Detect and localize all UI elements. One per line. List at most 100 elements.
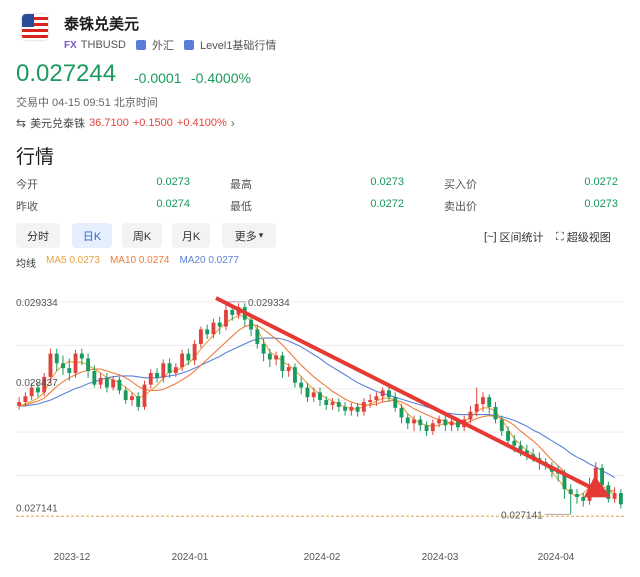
- candle-body: [274, 355, 279, 360]
- candle-body: [618, 493, 623, 505]
- tab-monthly-k[interactable]: 月K: [172, 223, 210, 248]
- level-label: Level1基础行情: [200, 40, 277, 52]
- ma-legend-label: 均线: [16, 259, 36, 270]
- candle-up: [286, 363, 291, 377]
- candle-down: [393, 392, 398, 412]
- candle-body: [136, 396, 141, 407]
- candle-body: [249, 319, 253, 330]
- candle-body: [355, 406, 360, 412]
- stat-label-open: 今开: [16, 179, 38, 191]
- candle-body: [280, 355, 285, 372]
- candle-body: [186, 353, 191, 361]
- candle-body: [286, 367, 291, 372]
- candle-body: [142, 384, 147, 407]
- super-view-label: 超级视图: [566, 232, 611, 244]
- candle-up: [430, 419, 435, 435]
- tab-daily-k[interactable]: 日K: [72, 223, 112, 248]
- candle-body: [180, 353, 185, 368]
- candle-body: [161, 363, 166, 378]
- candle-body: [430, 423, 435, 432]
- tab-more[interactable]: 更多 ▾: [222, 223, 276, 248]
- range-bracket-icon: [~]: [484, 231, 497, 243]
- candle-down: [443, 415, 448, 432]
- ma10-legend: MA10 0.0274: [109, 255, 170, 266]
- candle-down: [104, 372, 109, 393]
- candle-body: [487, 397, 492, 407]
- candlestick-chart[interactable]: 0.029334 0.028437 0.027141 2023-12 2024-01 20…: [0, 270, 640, 577]
- candle-up: [374, 392, 379, 406]
- tab-weekly-k[interactable]: 周K: [122, 223, 162, 248]
- candle-body: [581, 496, 586, 501]
- y-tick-label: 0.027141: [16, 503, 58, 514]
- candle-body: [506, 431, 510, 441]
- candle-body: [305, 387, 310, 398]
- candle-body: [412, 419, 416, 424]
- candle-down: [524, 444, 529, 461]
- tab-intraday[interactable]: 分时: [16, 223, 60, 248]
- candle-up: [111, 375, 116, 391]
- candle-up: [330, 398, 335, 410]
- trend-arrow: [215, 296, 611, 498]
- candle-down: [399, 403, 404, 424]
- related-pair-link[interactable]: ⇆ 美元兑泰铢 36.7100 +0.1500 +0.4100% ›: [16, 115, 235, 131]
- candle-up: [192, 340, 197, 366]
- level-icon: [184, 40, 195, 50]
- candle-down: [61, 355, 65, 375]
- candle-body: [42, 376, 47, 393]
- candle-body: [148, 372, 153, 385]
- candle-up: [361, 398, 366, 416]
- super-view-button[interactable]: ⛶ 超级视图: [556, 229, 611, 245]
- candle-body: [198, 329, 203, 344]
- candle-body: [330, 402, 335, 405]
- candle-down: [568, 484, 573, 515]
- candle-down: [261, 339, 266, 362]
- range-stats-button[interactable]: [~] 区间统计: [484, 229, 544, 245]
- candle-up: [349, 402, 354, 416]
- candle-down: [117, 376, 122, 395]
- related-pair-change: +0.1500: [132, 117, 173, 129]
- stat-label-high: 最高: [230, 179, 252, 191]
- candle-body: [173, 367, 178, 373]
- candle-up: [142, 380, 147, 410]
- chevron-right-icon: ›: [230, 116, 235, 130]
- candle-body: [261, 343, 266, 354]
- candle-up: [148, 369, 153, 389]
- high-marker-label: 0.029334: [248, 298, 290, 309]
- candle-down: [136, 392, 141, 411]
- candle-body: [380, 390, 385, 397]
- candle-down: [205, 324, 210, 340]
- candle-down: [575, 489, 579, 504]
- candle-up: [368, 394, 373, 408]
- candle-body: [67, 368, 72, 373]
- candle-body: [123, 390, 128, 401]
- price-change-pct: -0.4000%: [191, 70, 251, 86]
- candle-down: [67, 358, 72, 381]
- candle-up: [173, 363, 178, 377]
- candle-up: [468, 405, 473, 424]
- candle-body: [86, 358, 91, 372]
- price-change: -0.0001: [134, 70, 182, 86]
- candle-body: [468, 411, 473, 420]
- candle-up: [481, 392, 485, 412]
- candle-down: [355, 402, 360, 417]
- candle-up: [130, 392, 134, 406]
- candle-body: [455, 421, 460, 428]
- candle-up: [98, 372, 103, 389]
- candle-body: [192, 343, 197, 361]
- x-tick-label: 2024-02: [304, 552, 341, 563]
- candle-body: [443, 419, 448, 426]
- candle-body: [79, 353, 84, 359]
- candle-body: [217, 322, 222, 327]
- candle-down: [343, 402, 348, 416]
- candle-down: [606, 481, 611, 503]
- candle-up: [612, 487, 617, 503]
- candle-body: [493, 406, 498, 420]
- candle-down: [305, 382, 310, 403]
- candle-body: [23, 396, 28, 403]
- stat-value-ask: 0.0273: [584, 198, 618, 210]
- candle-down: [280, 351, 285, 378]
- candle-up: [474, 387, 479, 417]
- range-stats-label: 区间统计: [499, 232, 544, 244]
- candle-body: [98, 377, 103, 385]
- candle-down: [487, 394, 492, 414]
